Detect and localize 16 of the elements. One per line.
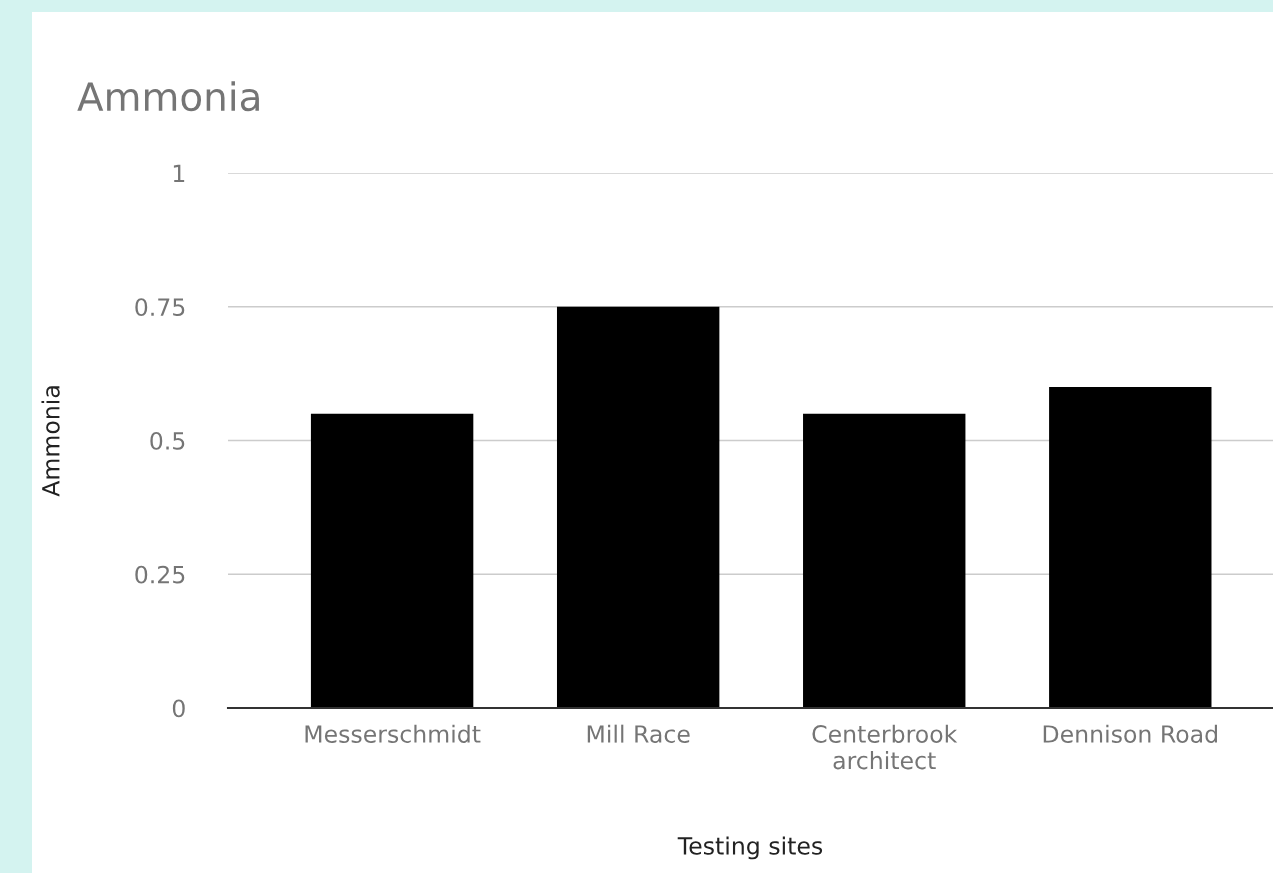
x-axis-title: Testing sites — [677, 836, 823, 860]
y-axis-title: Ammonia — [41, 386, 60, 497]
y-tick-label: 1 — [173, 164, 185, 182]
y-tick-label: 0 — [172, 699, 185, 718]
chart-title: Ammonia — [77, 81, 259, 112]
bar — [310, 413, 474, 708]
x-tick-label: Messerschmidt — [305, 724, 481, 743]
y-tick-label: 0.5 — [150, 431, 185, 450]
y-tick-label: 0.25 — [135, 565, 185, 584]
x-tick-label: Dennison Road — [1043, 724, 1217, 743]
bar — [803, 413, 966, 708]
x-tick-label: Centerbrook architect — [812, 724, 958, 770]
bar — [1049, 387, 1212, 708]
y-tick-label: 0.75 — [135, 298, 185, 317]
bar — [556, 306, 720, 708]
x-tick-label: Mill Race — [587, 724, 690, 743]
